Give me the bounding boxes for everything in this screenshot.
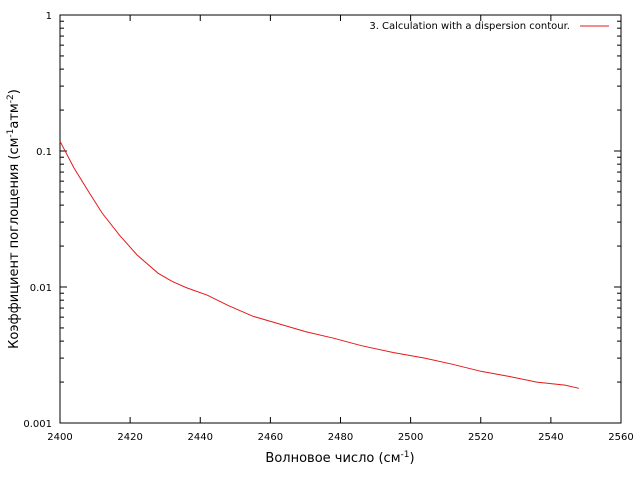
y-axis-title: Коэффициент поглощения (см-1атм-2) [6,89,22,349]
x-tick-label: 2400 [47,432,72,443]
series-layer [59,140,580,389]
x-tick-label: 2500 [398,432,423,443]
axis-ticks: 2400 2420 2440 2460 2480 2500 2520 2540 2560 0.00… [23,11,633,443]
x-tick-label: 2420 [117,432,142,443]
x-tick-label: 2540 [538,432,563,443]
plot-frame [59,14,622,424]
series-line [59,140,580,389]
y-tick-label: 0.01 [30,283,52,294]
x-axis-title: Волновое число (см-1) [265,450,414,466]
x-tick-label: 2520 [468,432,493,443]
legend: 3. Calculation with a dispersion contour… [369,21,609,32]
y-tick-label: 0.1 [36,147,52,158]
x-tick-label: 2440 [188,432,213,443]
legend-label: 3. Calculation with a dispersion contour… [369,21,570,32]
y-tick-label: 0.001 [23,419,52,430]
y-tick-label: 1 [46,11,52,22]
x-tick-label: 2560 [608,432,633,443]
x-tick-label: 2460 [258,432,283,443]
x-tick-label: 2480 [328,432,353,443]
